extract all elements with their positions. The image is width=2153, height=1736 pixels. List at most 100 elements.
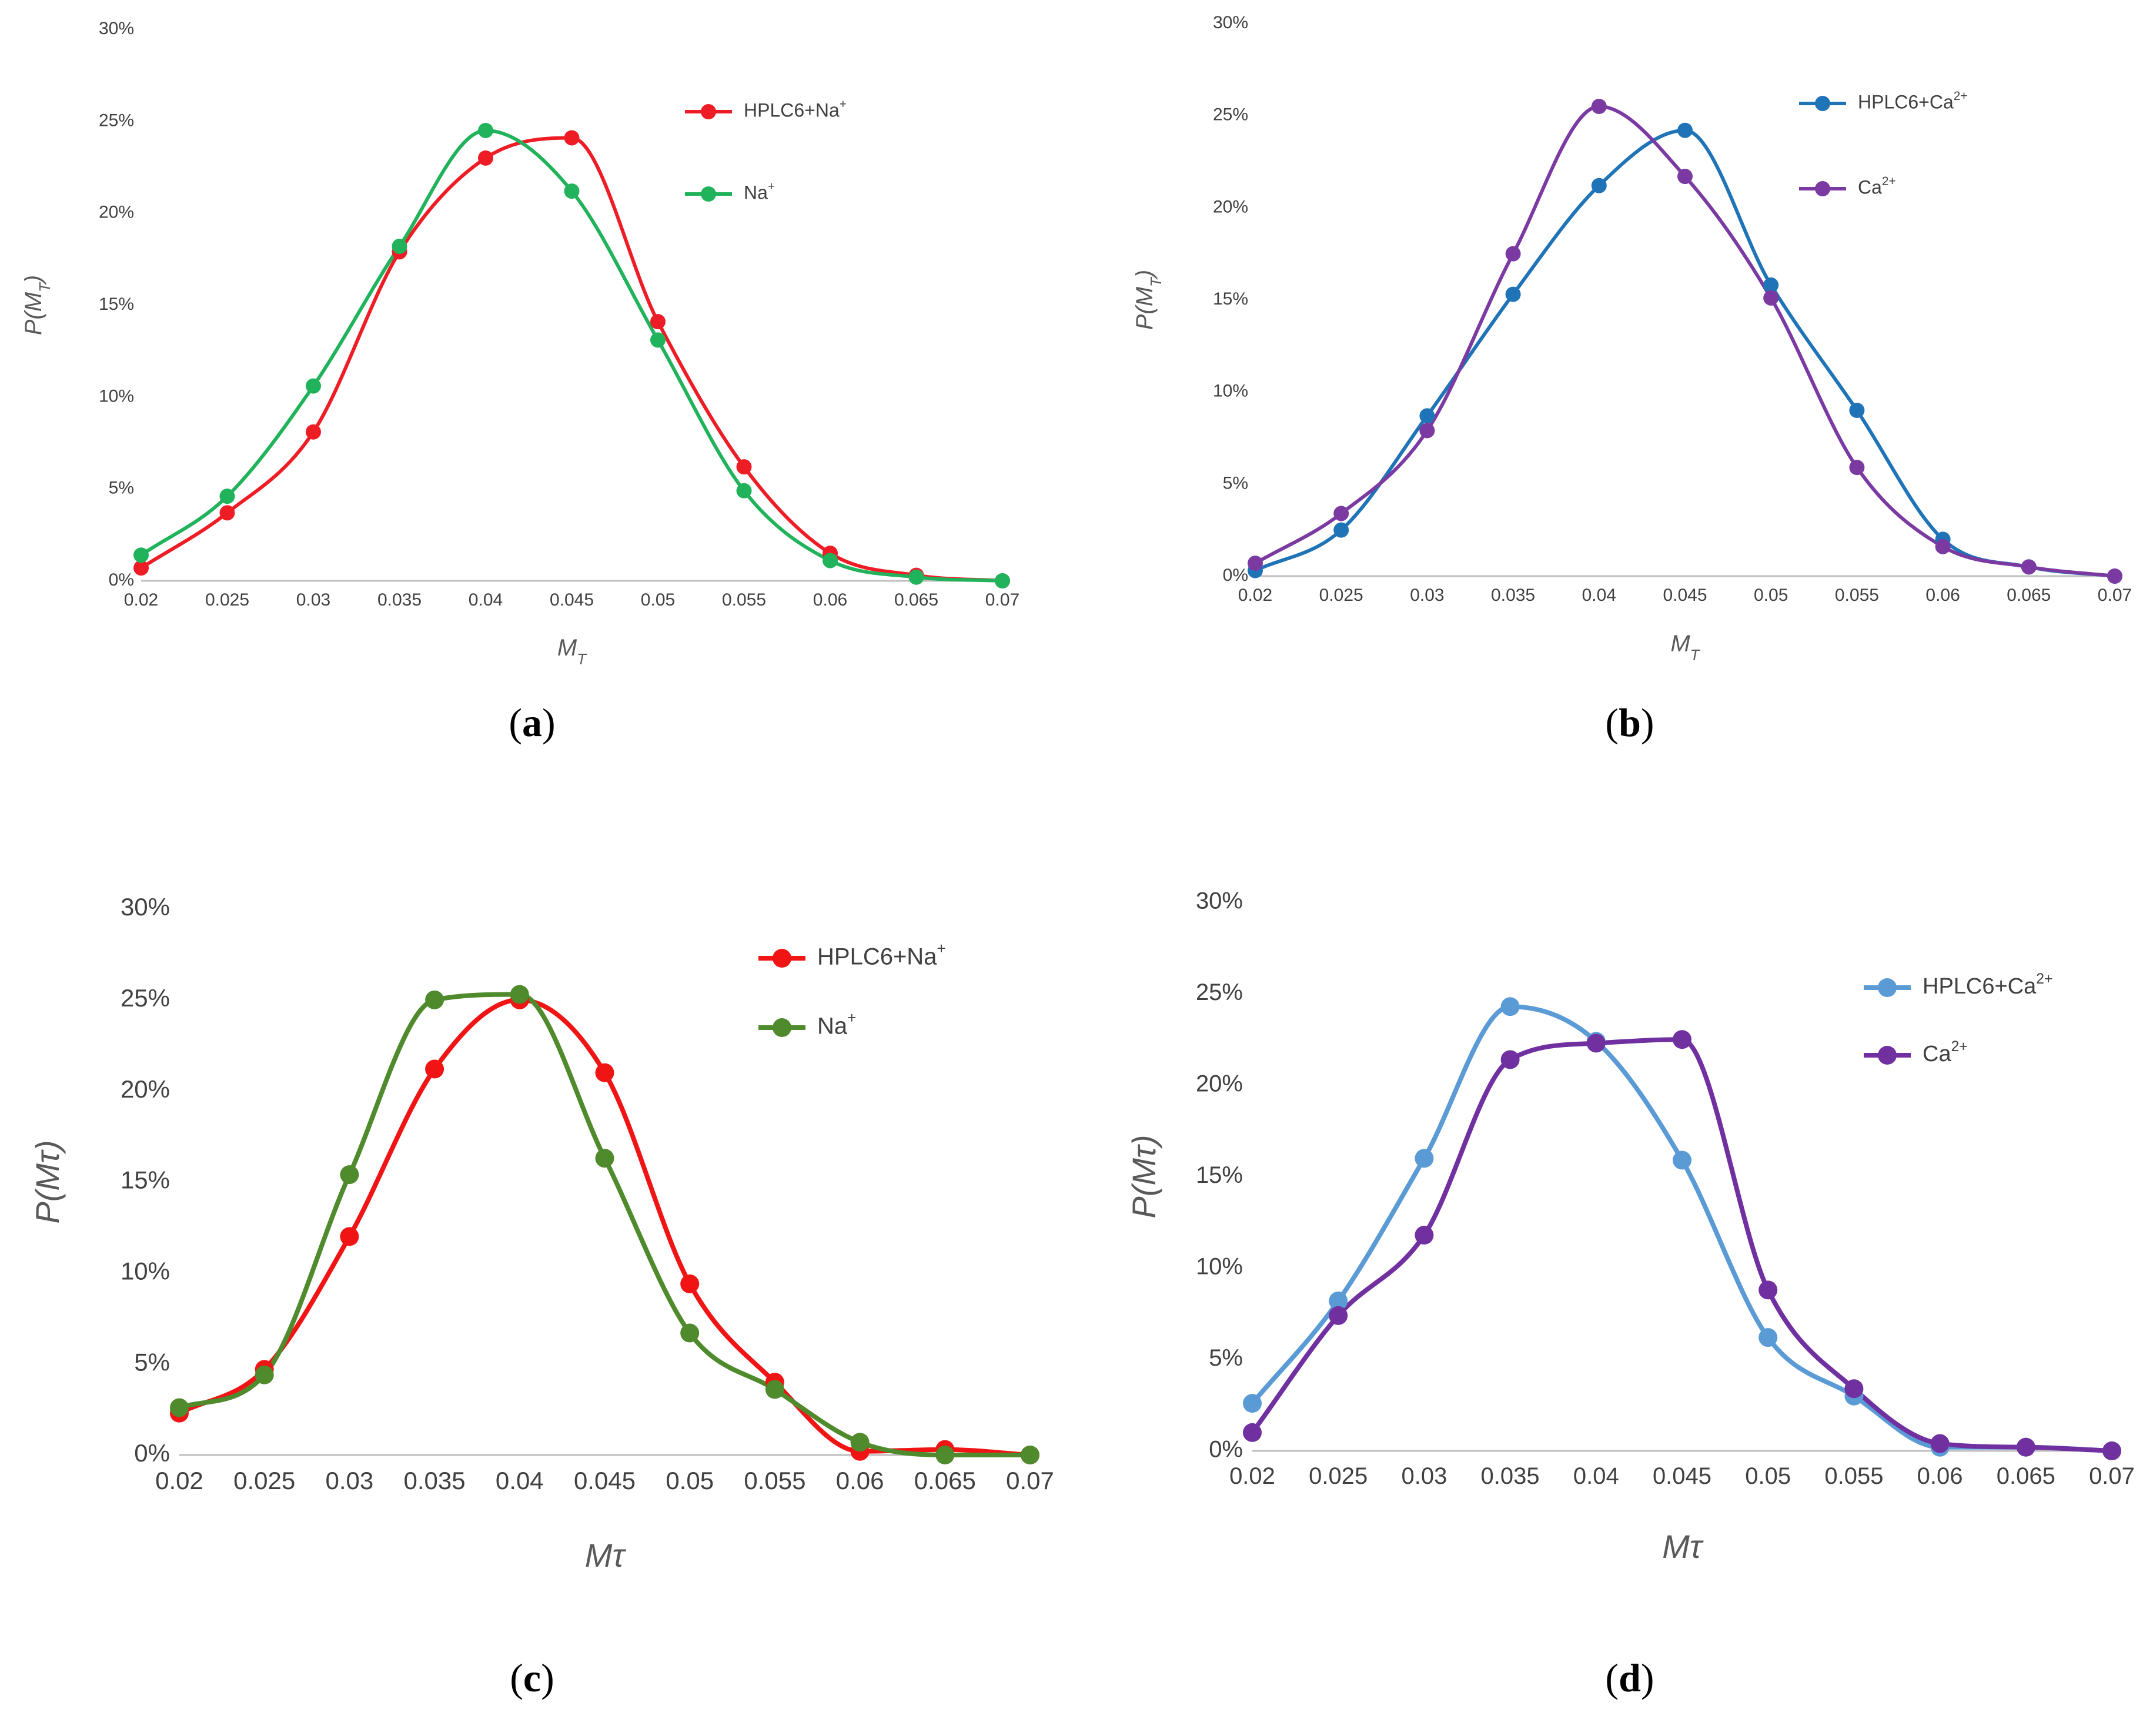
x-tick-label: 0.06 bbox=[1925, 586, 1960, 605]
data-point bbox=[1758, 1328, 1778, 1347]
y-tick-label: 0% bbox=[1223, 566, 1248, 585]
x-tick-label: 0.07 bbox=[2089, 1463, 2135, 1489]
legend-swatch-marker bbox=[1878, 978, 1897, 997]
legend-entry-1: Na+ bbox=[758, 1009, 856, 1039]
x-tick-label: 0.035 bbox=[1491, 586, 1535, 605]
x-axis-label: Mτ bbox=[585, 1537, 627, 1574]
data-point bbox=[478, 150, 493, 166]
legend-entry-0: HPLC6+Ca2+ bbox=[1799, 89, 1967, 112]
data-point bbox=[765, 1380, 784, 1399]
data-point bbox=[1586, 1033, 1606, 1053]
y-tick-label: 30% bbox=[121, 893, 170, 921]
data-point bbox=[1021, 1446, 1039, 1464]
legend-label: HPLC6+Ca2+ bbox=[1858, 89, 1967, 112]
x-tick-label: 0.03 bbox=[296, 590, 330, 610]
x-tick-label: 0.07 bbox=[985, 590, 1019, 610]
y-tick-label: 20% bbox=[1196, 1071, 1243, 1097]
series-line-0 bbox=[139, 136, 1004, 583]
data-point bbox=[133, 547, 149, 563]
y-tick-label: 20% bbox=[99, 203, 134, 222]
legend-label: Ca2+ bbox=[1923, 1039, 1968, 1066]
x-tick-label: 0.025 bbox=[1319, 586, 1363, 605]
data-point bbox=[1849, 403, 1865, 418]
data-point bbox=[1500, 1050, 1520, 1069]
data-point bbox=[340, 1227, 359, 1246]
data-point bbox=[133, 560, 149, 576]
data-point bbox=[1677, 122, 1693, 138]
data-point bbox=[564, 183, 580, 199]
data-point bbox=[1419, 423, 1435, 439]
y-tick-label: 25% bbox=[99, 111, 134, 130]
chart-a: 0% 5% 10% 15% 20% 25% 30% 0.02 0.025 0.03 0.035 0.0… bbox=[21, 19, 1019, 668]
legend-label: Ca2+ bbox=[1858, 175, 1896, 198]
legend-label: HPLC6+Na+ bbox=[817, 939, 946, 970]
data-point bbox=[1243, 1423, 1262, 1442]
data-point bbox=[1677, 169, 1693, 185]
data-point bbox=[255, 1365, 274, 1384]
y-tick-label: 30% bbox=[1196, 888, 1243, 914]
data-point bbox=[219, 489, 235, 504]
y-axis-label: P(Mτ) bbox=[29, 1140, 66, 1223]
x-tick-label: 0.03 bbox=[326, 1467, 374, 1494]
data-point bbox=[1758, 1280, 1778, 1300]
y-tick-label: 15% bbox=[99, 295, 134, 314]
data-point bbox=[1333, 506, 1349, 521]
x-tick-label: 0.05 bbox=[1745, 1463, 1791, 1489]
y-tick-label: 25% bbox=[121, 984, 170, 1012]
x-tick-label: 0.065 bbox=[914, 1467, 976, 1494]
series-line-0 bbox=[1250, 1004, 2114, 1453]
legend-entry-1: Ca2+ bbox=[1799, 175, 1896, 198]
x-tick-label: 0.025 bbox=[1309, 1463, 1368, 1489]
x-tick-label: 0.04 bbox=[496, 1467, 544, 1494]
x-tick-label: 0.045 bbox=[1663, 586, 1707, 605]
data-point bbox=[1500, 997, 1520, 1016]
panel-label-d: (d) bbox=[1605, 1655, 1654, 1700]
data-point bbox=[736, 459, 752, 475]
legend-swatch-marker bbox=[773, 949, 791, 968]
x-tick-label: 0.065 bbox=[2007, 586, 2051, 605]
data-point bbox=[908, 569, 924, 585]
x-tick-label: 0.06 bbox=[813, 590, 847, 610]
x-axis-label: MT bbox=[1670, 631, 1700, 664]
panel-label-b: (b) bbox=[1605, 700, 1654, 745]
legend-entry-0: HPLC6+Na+ bbox=[685, 98, 847, 121]
y-tick-label: 0% bbox=[1209, 1437, 1243, 1463]
y-tick-label: 15% bbox=[121, 1166, 170, 1194]
x-tick-label: 0.07 bbox=[2098, 586, 2132, 605]
y-tick-label: 10% bbox=[1213, 382, 1248, 401]
panel-label-c: (c) bbox=[510, 1655, 554, 1700]
legend-swatch-marker bbox=[1815, 181, 1830, 196]
panel-label-a: (a) bbox=[509, 700, 556, 745]
y-tick-label: 10% bbox=[1196, 1254, 1243, 1280]
x-tick-label: 0.065 bbox=[1997, 1463, 2055, 1489]
data-point bbox=[1935, 538, 1951, 554]
data-point bbox=[680, 1323, 700, 1343]
y-tick-label: 30% bbox=[99, 19, 134, 38]
chart-b: 0% 5% 10% 15% 20% 25% 30% 0.02 0.025 0.03 0.035 0.0… bbox=[1132, 13, 2132, 664]
data-point bbox=[2107, 568, 2122, 584]
y-tick-label: 5% bbox=[1223, 473, 1248, 493]
x-tick-label: 0.03 bbox=[1401, 1463, 1447, 1489]
x-tick-label: 0.035 bbox=[1481, 1463, 1540, 1489]
data-point bbox=[595, 1063, 614, 1082]
x-tick-label: 0.02 bbox=[124, 590, 158, 610]
y-tick-label: 20% bbox=[1213, 197, 1248, 216]
legend-entry-1: Ca2+ bbox=[1864, 1039, 1968, 1066]
legend-swatch-marker bbox=[773, 1018, 791, 1037]
y-tick-label: 5% bbox=[109, 479, 134, 498]
data-point bbox=[306, 424, 321, 440]
data-point bbox=[2021, 559, 2037, 575]
x-tick-label: 0.04 bbox=[1573, 1463, 1619, 1489]
data-point bbox=[823, 553, 838, 568]
x-tick-label: 0.06 bbox=[1917, 1463, 1963, 1489]
x-tick-label: 0.05 bbox=[666, 1467, 714, 1494]
data-point bbox=[1591, 99, 1607, 114]
y-tick-label: 25% bbox=[1213, 105, 1248, 125]
x-tick-label: 0.045 bbox=[574, 1467, 636, 1494]
x-tick-label: 0.055 bbox=[722, 590, 766, 610]
chart-c: 0% 5% 10% 15% 20% 25% 30% 0.02 0.025 0.03 0.035 0.0… bbox=[29, 893, 1054, 1574]
data-point bbox=[595, 1149, 614, 1168]
y-tick-label: 5% bbox=[134, 1348, 170, 1376]
y-tick-label: 15% bbox=[1196, 1162, 1243, 1188]
